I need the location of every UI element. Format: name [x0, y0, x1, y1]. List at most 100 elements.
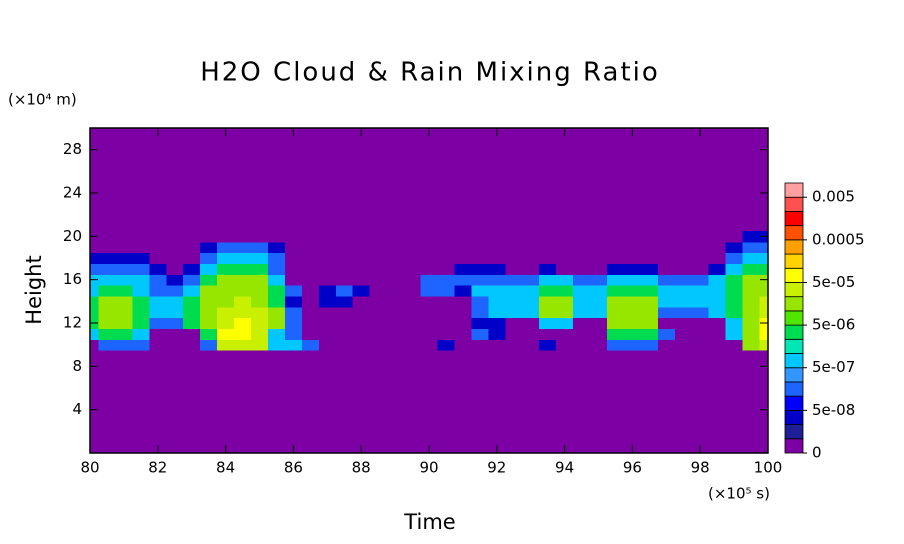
- cell: [403, 230, 422, 243]
- cell: [166, 306, 184, 319]
- cell: [166, 317, 184, 329]
- cell: [200, 295, 218, 308]
- cell: [200, 274, 218, 286]
- cell: [318, 252, 337, 264]
- cell: [454, 317, 472, 329]
- cell: [657, 295, 676, 308]
- cell: [217, 339, 235, 351]
- cell: [403, 285, 422, 297]
- cell: [606, 295, 625, 308]
- cell: [606, 285, 625, 297]
- cell: [420, 317, 438, 329]
- cell: [556, 230, 574, 243]
- cell: [437, 317, 455, 329]
- cell: [301, 306, 320, 319]
- cell: [166, 263, 184, 275]
- cell: [251, 274, 269, 286]
- cell: [234, 328, 252, 340]
- cell: [522, 285, 540, 297]
- cell: [318, 230, 337, 243]
- colorbar-swatch: [784, 353, 804, 369]
- cell: [234, 241, 252, 254]
- cell: [200, 263, 218, 275]
- cell: [471, 285, 489, 297]
- cell: [742, 295, 761, 308]
- cell: [251, 306, 269, 319]
- cell: [149, 328, 167, 340]
- cell: [352, 295, 371, 308]
- cell: [234, 285, 252, 297]
- cell: [471, 339, 489, 351]
- cell: [623, 241, 642, 254]
- cell: [539, 306, 557, 319]
- cell: [590, 241, 608, 254]
- cell: [759, 328, 769, 340]
- cell: [556, 317, 574, 329]
- cell: [725, 317, 744, 329]
- cell: [674, 274, 693, 286]
- colorbar-swatch: [784, 253, 804, 269]
- cell: [488, 306, 506, 319]
- cell: [640, 328, 659, 340]
- cell: [725, 295, 744, 308]
- y-tick-label: 12: [63, 314, 82, 332]
- cell: [251, 339, 269, 351]
- cell: [674, 241, 693, 254]
- cell: [674, 317, 693, 329]
- cell: [284, 274, 303, 286]
- cell: [725, 241, 744, 254]
- cell: [505, 252, 523, 264]
- cell: [759, 295, 769, 308]
- cell: [708, 241, 727, 254]
- cell: [674, 263, 693, 275]
- cell: [403, 274, 422, 286]
- cell: [369, 295, 388, 308]
- cell: [98, 274, 116, 286]
- cell: [522, 328, 540, 340]
- cell: [420, 306, 438, 319]
- cell: [471, 241, 489, 254]
- cell: [522, 263, 540, 275]
- cell: [657, 274, 676, 286]
- colorbar-swatch: [784, 225, 804, 241]
- y-tick-label: 28: [63, 140, 82, 158]
- cell: [708, 263, 727, 275]
- cell: [149, 230, 167, 243]
- cell: [217, 274, 235, 286]
- x-tick-label: 88: [352, 459, 371, 477]
- cell: [318, 263, 337, 275]
- cell: [369, 328, 388, 340]
- cell: [284, 328, 303, 340]
- cell: [640, 339, 659, 351]
- y-tick-label: 24: [63, 184, 82, 202]
- cell: [166, 328, 184, 340]
- cell: [640, 285, 659, 297]
- cell: [505, 285, 523, 297]
- cell: [149, 295, 167, 308]
- cell: [590, 317, 608, 329]
- x-tick-label: 90: [419, 459, 438, 477]
- cell: [471, 274, 489, 286]
- cell: [742, 285, 761, 297]
- cell: [691, 285, 710, 297]
- cell: [115, 263, 133, 275]
- cell: [90, 252, 99, 264]
- cell: [183, 328, 201, 340]
- cell: [640, 317, 659, 329]
- cell: [318, 241, 337, 254]
- cell: [606, 241, 625, 254]
- cell: [267, 230, 286, 243]
- cell: [573, 328, 591, 340]
- cell: [437, 241, 455, 254]
- cell: [708, 230, 727, 243]
- cell: [183, 285, 201, 297]
- x-tick-label: 82: [148, 459, 167, 477]
- cell: [267, 241, 286, 254]
- x-tick-label: 100: [754, 459, 783, 477]
- cell: [284, 252, 303, 264]
- cell: [454, 241, 472, 254]
- cell: [708, 317, 727, 329]
- cell: [657, 285, 676, 297]
- cell: [420, 339, 438, 351]
- cell: [335, 285, 354, 297]
